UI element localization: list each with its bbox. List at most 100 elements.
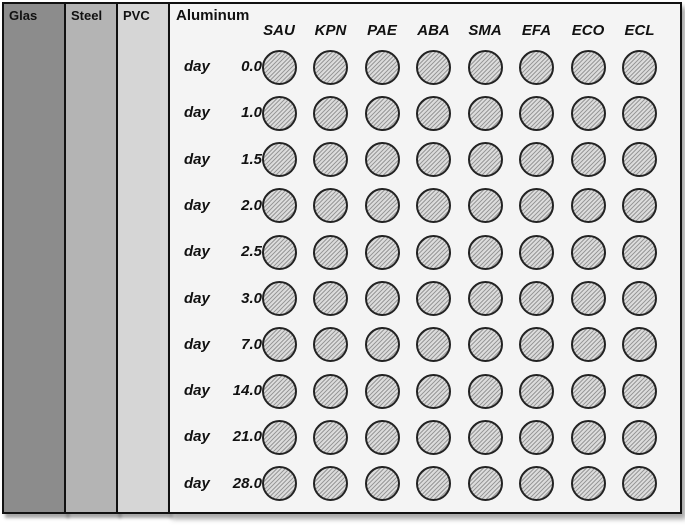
well xyxy=(519,466,554,502)
well xyxy=(570,466,606,502)
well xyxy=(364,466,400,502)
well xyxy=(261,49,297,85)
well xyxy=(313,188,348,224)
well xyxy=(519,373,554,409)
well xyxy=(570,95,606,131)
well xyxy=(570,373,606,409)
well xyxy=(313,419,348,455)
well xyxy=(313,466,348,502)
well xyxy=(622,281,657,316)
well xyxy=(570,234,606,270)
row-label-day-value: 1.0 xyxy=(241,104,262,122)
column-header: SMA xyxy=(468,22,502,39)
well xyxy=(519,327,554,363)
well xyxy=(570,188,606,224)
well xyxy=(570,281,606,316)
row-label-day-word: day xyxy=(184,104,210,122)
column-header: ABA xyxy=(417,22,450,39)
well xyxy=(570,327,606,363)
well xyxy=(467,95,503,131)
well xyxy=(570,49,606,85)
well xyxy=(416,95,451,131)
column-header: SAU xyxy=(263,22,295,39)
well xyxy=(622,188,657,224)
well xyxy=(261,234,297,270)
well xyxy=(622,234,657,270)
well xyxy=(467,327,503,363)
panel-label-glas: Glas xyxy=(9,8,38,23)
well xyxy=(467,373,503,409)
row-label-day-word: day xyxy=(184,474,210,492)
well xyxy=(570,142,606,178)
well xyxy=(261,142,297,178)
well xyxy=(416,142,451,178)
well xyxy=(467,419,503,455)
panel-steel: Steel xyxy=(64,2,118,514)
panel-label-pvc: PVC xyxy=(123,8,150,23)
well xyxy=(622,49,657,85)
well xyxy=(261,95,297,131)
well xyxy=(364,373,400,409)
well xyxy=(261,188,297,224)
well xyxy=(261,373,297,409)
well xyxy=(416,49,451,85)
well xyxy=(467,466,503,502)
column-header: ECO xyxy=(571,22,605,39)
well xyxy=(519,188,554,224)
well xyxy=(261,466,297,502)
column-header: PAE xyxy=(367,22,397,39)
well xyxy=(467,142,503,178)
well xyxy=(416,419,451,455)
row-label-day-word: day xyxy=(184,428,210,446)
well xyxy=(364,327,400,363)
row-label-day-word: day xyxy=(184,58,210,75)
column-header: KPN xyxy=(314,22,347,39)
well xyxy=(519,49,554,85)
row-label-day-value: 14.0 xyxy=(232,382,262,400)
well xyxy=(416,188,451,224)
well xyxy=(622,327,657,363)
well xyxy=(261,281,297,316)
well xyxy=(416,373,451,409)
column-header: ECL xyxy=(624,22,655,39)
well xyxy=(364,419,400,455)
panel-label-aluminum: Aluminum xyxy=(176,7,250,24)
well xyxy=(364,188,400,224)
well xyxy=(313,142,348,178)
row-label-day-word: day xyxy=(184,150,210,168)
panel-pvc: PVC xyxy=(116,2,170,514)
panel-label-steel: Steel xyxy=(71,8,103,23)
well xyxy=(364,49,400,85)
well xyxy=(364,234,400,270)
well xyxy=(313,327,348,363)
panel-glas: Glas xyxy=(2,2,66,514)
well xyxy=(622,373,657,409)
well xyxy=(364,281,400,316)
well xyxy=(313,49,348,85)
row-label-day-value: 3.0 xyxy=(241,289,262,307)
row-label-day-value: 7.0 xyxy=(241,335,262,353)
well xyxy=(313,373,348,409)
well xyxy=(519,419,554,455)
well xyxy=(416,466,451,502)
well xyxy=(416,327,451,363)
row-label-day-value: 0.0 xyxy=(241,58,262,75)
row-label-day-word: day xyxy=(184,382,210,400)
well xyxy=(467,49,503,85)
well xyxy=(519,95,554,131)
row-label-day-value: 21.0 xyxy=(232,428,262,446)
well xyxy=(519,234,554,270)
well xyxy=(313,95,348,131)
well xyxy=(467,234,503,270)
row-label-day-word: day xyxy=(184,335,210,353)
panel-aluminum: Aluminum SAU KPN PAE ABA SMA EFA ECO ECL day 0.0 d… xyxy=(168,2,682,514)
row-label-day-value: 28.0 xyxy=(232,474,262,492)
column-header: EFA xyxy=(521,22,552,39)
row-label-day-word: day xyxy=(184,196,210,214)
row-label-day-value: 2.5 xyxy=(241,243,262,261)
well xyxy=(622,95,657,131)
well xyxy=(467,188,503,224)
well xyxy=(416,234,451,270)
well xyxy=(519,281,554,316)
